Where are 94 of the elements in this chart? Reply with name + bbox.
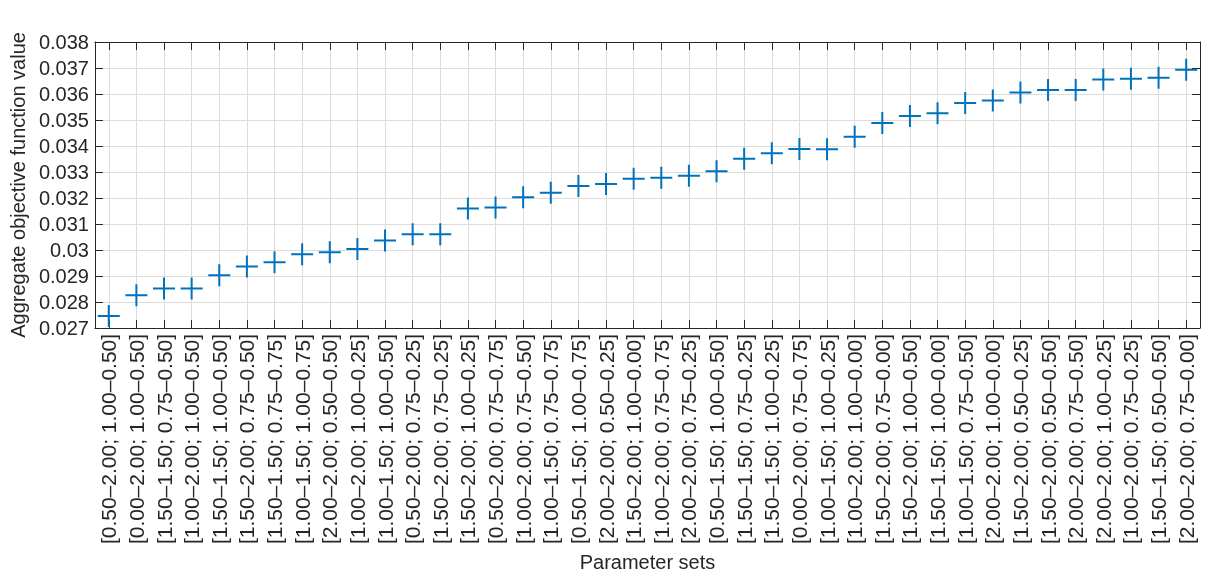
- point: [97, 304, 120, 327]
- x-tick-label: [0.50–2.00; 0.75–0.25]: [401, 333, 425, 545]
- x-tick-label: [0.00–2.00; 1.00–0.50]: [124, 333, 148, 545]
- point: [153, 277, 176, 300]
- x-tick-label: [1.50–1.50; 0.75–0.25]: [732, 333, 756, 545]
- point: [429, 223, 452, 246]
- x-tick-label: [1.50–1.50; 0.75–0.50]: [152, 333, 176, 545]
- point: [401, 223, 424, 246]
- point: [898, 105, 921, 128]
- x-tick-label: [0.50–2.00; 0.75–0.75]: [484, 333, 508, 545]
- x-tick-label: [1.00–2.00; 1.00–0.25]: [345, 333, 369, 545]
- x-tick-label: [0.50–1.50; 1.00–0.50]: [705, 333, 729, 545]
- x-tick-label: [2.00–2.00; 1.00–0.00]: [981, 333, 1005, 545]
- point: [180, 277, 203, 300]
- point: [981, 89, 1004, 112]
- point: [1064, 79, 1087, 102]
- x-tick-label: [1.00–1.50; 1.00–0.25]: [815, 333, 839, 545]
- point: [512, 186, 535, 209]
- point: [374, 229, 397, 252]
- x-tick-label: [1.50–2.00; 1.00–0.25]: [456, 333, 480, 545]
- point: [760, 142, 783, 165]
- point: [346, 237, 369, 260]
- point: [291, 243, 314, 266]
- point: [1119, 67, 1142, 90]
- x-tick-label: [2.00–2.00; 0.75–0.50]: [1064, 333, 1088, 545]
- x-tick-label: [1.00–1.50; 0.75–0.50]: [953, 333, 977, 545]
- x-tick-label: [1.00–2.00; 1.00–0.00]: [843, 333, 867, 545]
- y-axis-title: Aggregate objective function value: [7, 32, 29, 338]
- x-tick-label: [1.50–2.00; 0.75–0.25]: [428, 333, 452, 545]
- point: [235, 255, 258, 278]
- x-tick-label: [1.00–2.00; 0.75–0.50]: [511, 333, 535, 545]
- point: [622, 167, 645, 190]
- y-tick-label: 0.033: [38, 160, 89, 183]
- y-tick-label: 0.034: [38, 134, 89, 157]
- y-tick-label: 0.032: [38, 186, 89, 209]
- y-tick-label: 0.028: [38, 290, 89, 313]
- x-tick-label: [0.50–1.50; 1.00–0.75]: [566, 333, 590, 545]
- x-tick-label: [1.00–2.00; 0.75–0.25]: [1119, 333, 1143, 545]
- point: [567, 175, 590, 197]
- point: [871, 112, 894, 135]
- point: [318, 241, 341, 264]
- point: [733, 147, 756, 170]
- x-tick-label: [2.00–2.00; 0.75–0.25]: [677, 333, 701, 545]
- x-tick-label: [1.00–1.50; 1.00–0.50]: [373, 333, 397, 545]
- x-axis-title: Parameter sets: [579, 550, 716, 573]
- point: [1147, 66, 1170, 89]
- point: [926, 102, 949, 125]
- x-tick-label: [1.50–1.50; 1.00–0.25]: [760, 333, 784, 545]
- point: [484, 196, 507, 219]
- x-tick-label: [2.00–2.00; 1.00–0.25]: [1091, 333, 1115, 545]
- x-tick-label: [1.50–2.00; 0.75–0.00]: [870, 333, 894, 545]
- x-tick-label: [1.50–1.50; 1.00–0.00]: [926, 333, 950, 545]
- y-tick-label: 0.029: [38, 264, 89, 287]
- point: [595, 172, 618, 195]
- y-tick-label: 0.036: [38, 82, 89, 105]
- point: [705, 160, 728, 183]
- point: [1175, 58, 1198, 81]
- point: [1037, 79, 1060, 102]
- x-tick-label: [1.00–2.00; 1.00–0.50]: [180, 333, 204, 545]
- y-tick-label: 0.038: [38, 31, 89, 53]
- x-tick-label: [2.00–2.00; 0.50–0.25]: [594, 333, 618, 545]
- point: [650, 166, 673, 189]
- x-tick-label: [2.00–2.00; 0.50–0.50]: [318, 333, 342, 545]
- point: [125, 284, 148, 307]
- point: [788, 138, 811, 161]
- x-tick-label: [1.50–1.50; 1.00–0.50]: [207, 333, 231, 545]
- y-tick-label: 0.03: [50, 238, 89, 261]
- point: [954, 92, 977, 115]
- point: [263, 251, 286, 274]
- x-tick-label: [2.00–2.00; 0.75–0.00]: [1174, 333, 1198, 545]
- x-tick-label: [0.50–2.00; 1.00–0.50]: [97, 333, 121, 545]
- x-tick-label: [1.50–1.50; 0.75–0.75]: [263, 333, 287, 545]
- x-tick-label: [1.50–2.00; 0.75–0.50]: [235, 333, 259, 545]
- point: [539, 181, 562, 204]
- x-tick-label: [0.00–2.00; 0.75–0.75]: [787, 333, 811, 545]
- point: [843, 125, 866, 148]
- x-tick-label: [1.50–2.00; 0.50–0.25]: [1008, 333, 1032, 545]
- point: [677, 164, 700, 187]
- point: [1009, 81, 1032, 104]
- y-tick-label: 0.035: [38, 108, 89, 131]
- x-tick-label: [1.50–2.00; 0.50–0.50]: [1036, 333, 1060, 545]
- y-tick-label: 0.027: [38, 316, 89, 339]
- point: [1092, 68, 1115, 91]
- x-tick-label: [1.50–2.00; 1.00–0.50]: [898, 333, 922, 545]
- point: [208, 264, 231, 287]
- point: [456, 197, 479, 220]
- y-tick-label: 0.031: [38, 212, 89, 235]
- point: [816, 138, 839, 161]
- x-tick-label: [1.50–2.00; 1.00–0.00]: [622, 333, 646, 545]
- x-tick-label: [1.00–1.50; 0.75–0.75]: [539, 333, 563, 545]
- y-tick-label: 0.037: [38, 56, 89, 79]
- x-tick-label: [1.50–1.50; 0.50–0.50]: [1147, 333, 1171, 545]
- x-tick-label: [1.00–2.00; 0.75–0.75]: [649, 333, 673, 545]
- x-tick-label: [1.00–1.50; 1.00–0.75]: [290, 333, 314, 545]
